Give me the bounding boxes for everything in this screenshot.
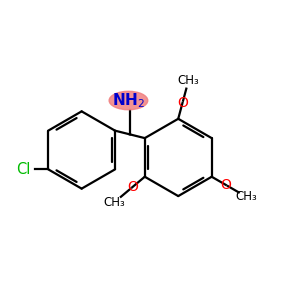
Text: NH$_2$: NH$_2$: [112, 91, 145, 110]
Text: O: O: [220, 178, 231, 192]
Text: CH₃: CH₃: [235, 190, 257, 203]
Text: Cl: Cl: [16, 162, 30, 177]
Text: CH₃: CH₃: [178, 74, 199, 87]
Text: O: O: [177, 96, 188, 110]
Text: O: O: [127, 180, 138, 194]
Ellipse shape: [109, 91, 148, 110]
Text: CH₃: CH₃: [103, 196, 125, 209]
